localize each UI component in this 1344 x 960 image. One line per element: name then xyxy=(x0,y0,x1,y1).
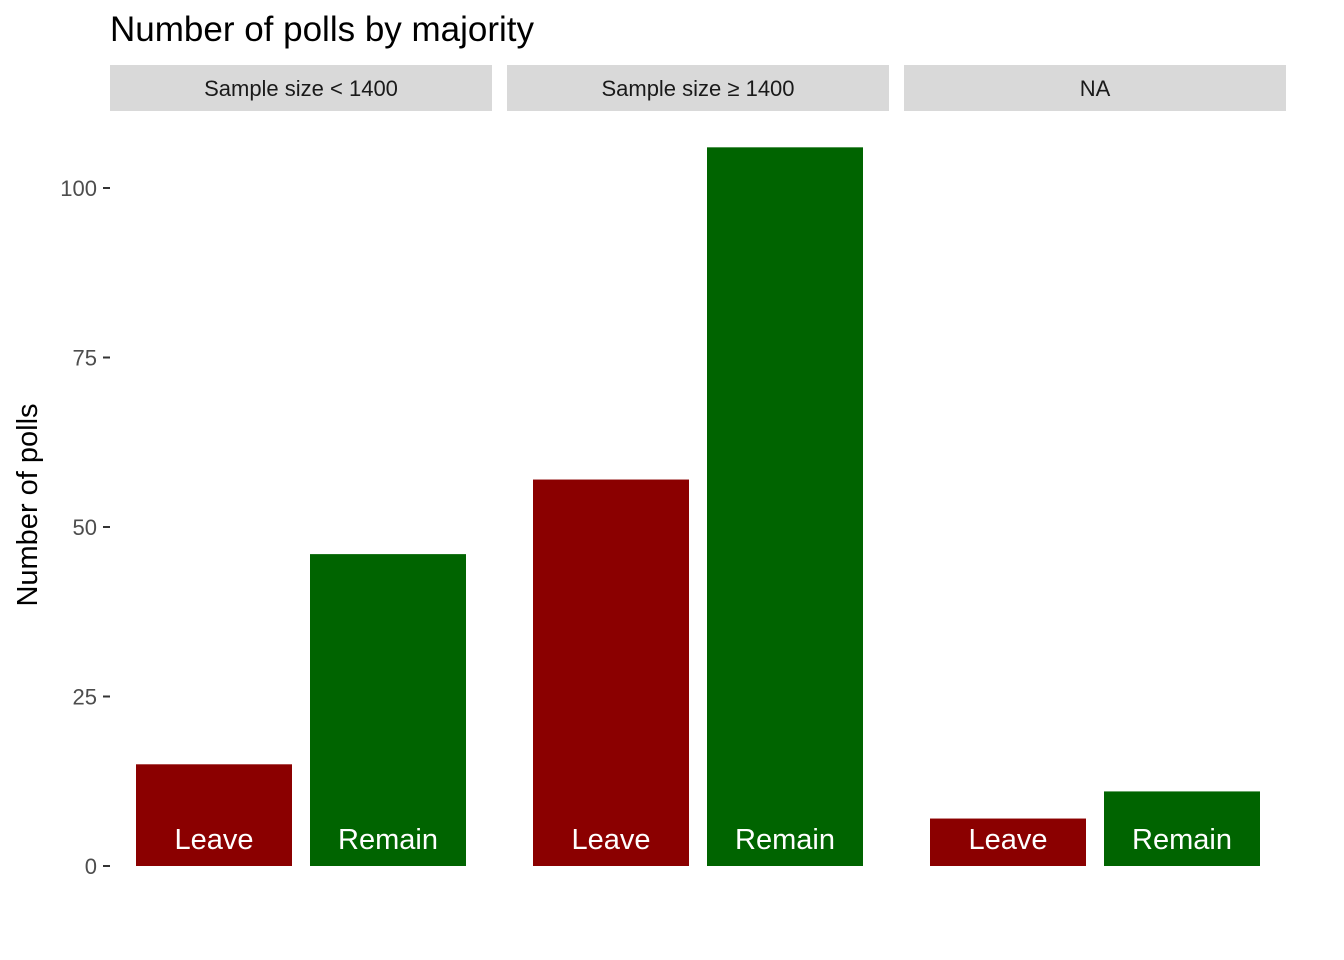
bar-leave xyxy=(533,479,689,866)
bar-remain xyxy=(707,147,863,866)
bar-label: Remain xyxy=(735,824,835,856)
bar-label: Remain xyxy=(338,824,438,856)
facet-panel: Sample size ≥ 1400 Leave Remain xyxy=(507,65,889,866)
facet-strip-label: NA xyxy=(1080,76,1111,101)
bar-remain xyxy=(1104,791,1260,866)
bar-leave xyxy=(136,764,292,866)
bar-label: Leave xyxy=(968,824,1047,856)
y-axis: 0 25 50 75 100 xyxy=(60,176,110,879)
facet-strip xyxy=(904,65,1286,111)
facet-strip-label: Sample size ≥ 1400 xyxy=(601,76,794,101)
facet-strip xyxy=(507,65,889,111)
facet-strip-label: Sample size < 1400 xyxy=(204,76,398,101)
bar-label: Leave xyxy=(571,824,650,856)
y-tick-label: 75 xyxy=(73,346,97,371)
y-tick-label: 100 xyxy=(60,176,97,201)
y-tick-label: 50 xyxy=(73,515,97,540)
bar-remain xyxy=(310,554,466,866)
facet-panel: Sample size < 1400 Leave Remain xyxy=(110,65,492,866)
facet-panel: NA Leave Remain xyxy=(904,65,1286,866)
facet-strip xyxy=(110,65,492,111)
y-axis-label: Number of polls xyxy=(12,403,44,606)
bar-label: Remain xyxy=(1132,824,1232,856)
bar-label: Leave xyxy=(174,824,253,856)
chart-title: Number of polls by majority xyxy=(110,10,535,49)
bar-leave xyxy=(930,818,1086,866)
y-tick-label: 0 xyxy=(85,854,97,879)
y-tick-label: 25 xyxy=(73,685,97,710)
